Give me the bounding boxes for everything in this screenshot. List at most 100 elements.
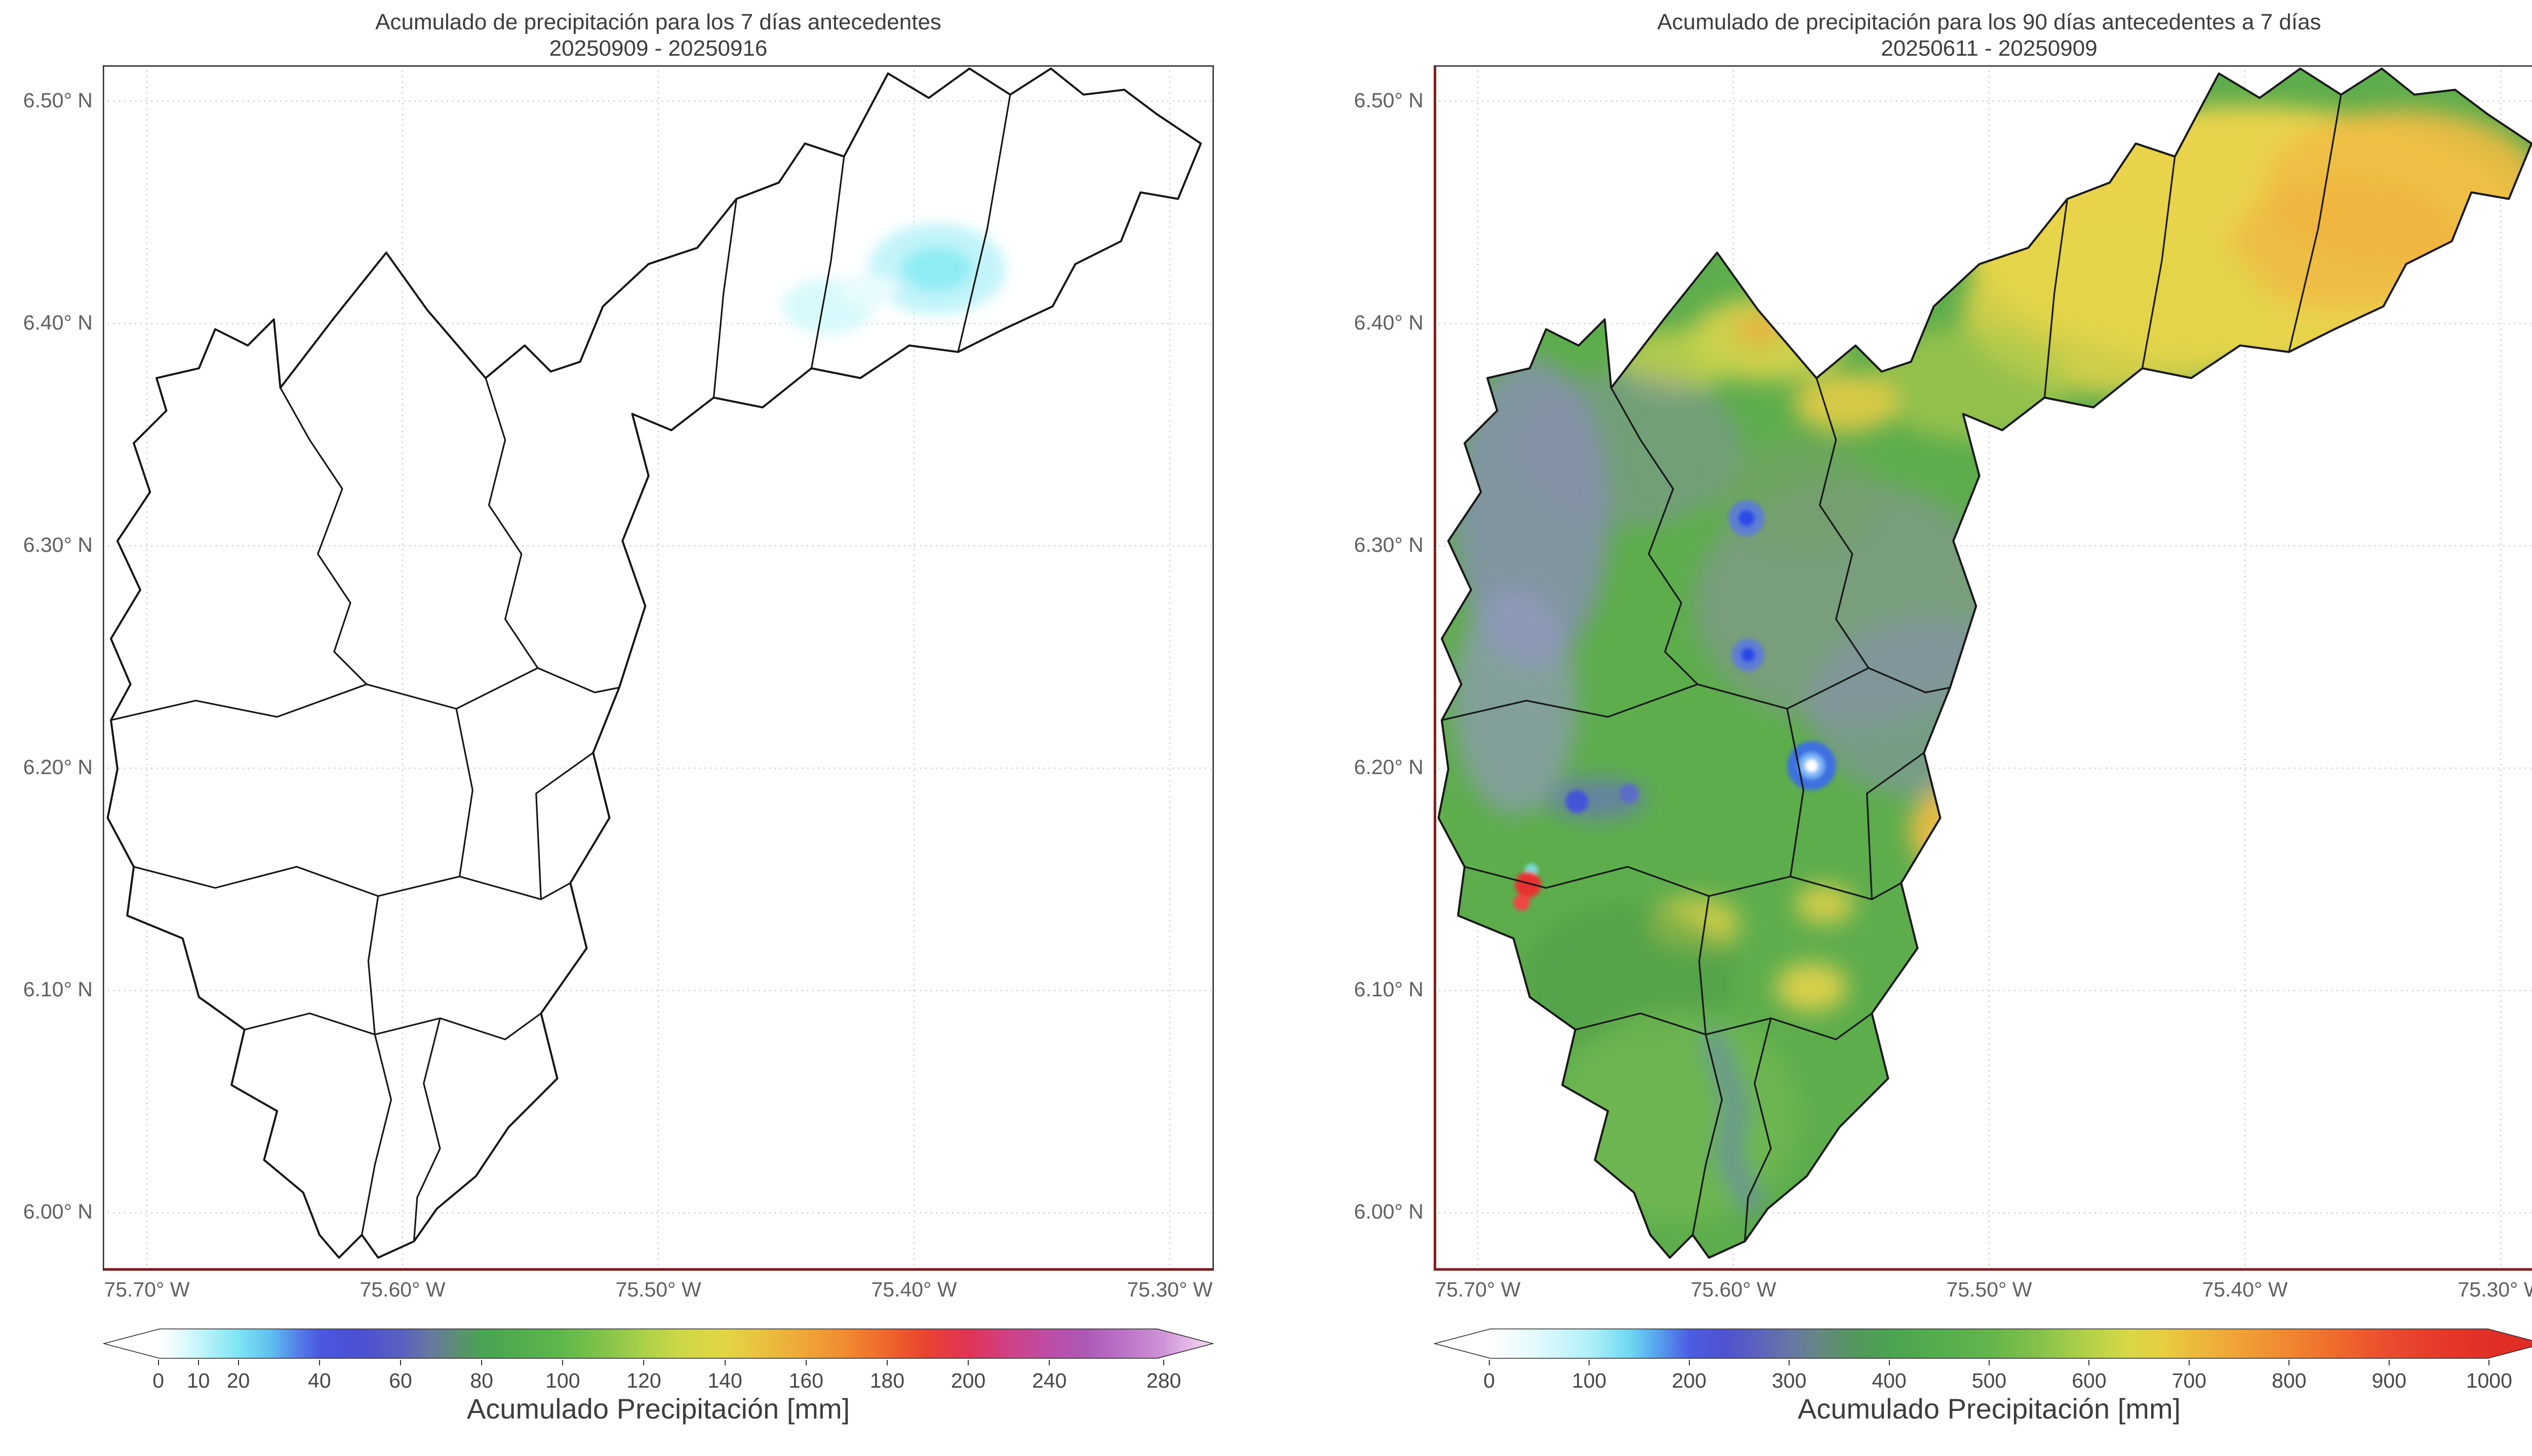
orange-patch-core — [1991, 826, 2089, 892]
light-rain-patch — [839, 273, 898, 307]
colorbar-tick — [1989, 1360, 1990, 1365]
map-panel-7-days — [103, 65, 1214, 1271]
y-tick-label: 6.10° N — [1354, 978, 1423, 1001]
colorbar-tick-label: 900 — [2371, 1369, 2407, 1392]
map-panel-90-days — [1434, 65, 2532, 1271]
colorbar-tick-label: 400 — [1872, 1369, 1907, 1392]
colorbar-bar — [1434, 1328, 2532, 1359]
x-tick-label: 75.30° W — [2458, 1278, 2532, 1301]
colorbar-tick-label: 300 — [1771, 1369, 1807, 1392]
y-tick-label: 6.50° N — [23, 89, 93, 112]
blue-anomaly-spot-core — [1805, 759, 1818, 773]
colorbar-bar — [103, 1328, 1214, 1359]
orange-patch — [1909, 769, 2099, 893]
colorbar-tick-label: 10 — [186, 1369, 210, 1392]
x-tick-label: 75.70° W — [104, 1278, 190, 1301]
colorbar-tick-label: 700 — [2171, 1369, 2207, 1392]
light-rain-patch-core — [901, 246, 973, 292]
colorbar-tick — [643, 1360, 645, 1365]
axis-spines-maroon — [1434, 65, 2532, 1271]
x-tick-label: 75.40° W — [2202, 1278, 2288, 1301]
colorbar-tick — [197, 1360, 199, 1365]
colorbar-tick-label: 600 — [2072, 1369, 2107, 1392]
colorbar-tick-label: 280 — [1146, 1369, 1181, 1392]
axis-spines — [103, 65, 1214, 1271]
municipal-outer-boundary — [1437, 67, 2532, 1259]
colorbar-tick-label: 240 — [1032, 1369, 1067, 1392]
colorbar-tick-label: 200 — [951, 1369, 986, 1392]
colorbar-tick-label: 800 — [2272, 1369, 2307, 1392]
colorbar-tick — [805, 1360, 807, 1365]
colorbar-tick — [2088, 1360, 2090, 1365]
colorbar-tick-label: 140 — [707, 1369, 742, 1392]
colorbar-tick — [238, 1360, 239, 1365]
colorbar-tick — [2188, 1360, 2190, 1365]
grid-layer — [103, 65, 1214, 1271]
colorbar-tick — [968, 1360, 969, 1365]
colorbar-tick-label: 20 — [226, 1369, 250, 1392]
colorbar-tick — [157, 1360, 159, 1365]
raster-spots — [1513, 500, 1836, 911]
x-tick-label: 75.70° W — [1435, 1278, 1521, 1301]
raster-blob — [1775, 962, 1848, 1012]
x-tick-label: 75.30° W — [1127, 1278, 1213, 1301]
colorbar-tick-label: 200 — [1672, 1369, 1707, 1392]
precip-raster-90d — [1438, 68, 2532, 1258]
colorbar-tick — [1163, 1360, 1165, 1365]
axis-spines — [1434, 65, 2532, 67]
blue-anomaly-spot — [1565, 790, 1589, 813]
colorbar-tick — [1789, 1360, 1790, 1365]
y-tick-label: 6.40° N — [1354, 311, 1423, 334]
municipal-outer-boundary — [106, 67, 1202, 1259]
y-tick-label: 6.20° N — [23, 755, 93, 779]
raster-blob — [1793, 373, 1898, 432]
colorbar-tick — [319, 1360, 320, 1365]
colorbar-tick-label: 80 — [470, 1369, 493, 1392]
panel-title-block-90d: Acumulado de precipitación para los 90 d… — [1434, 9, 2532, 62]
y-tick-label: 6.30° N — [23, 533, 93, 556]
x-tick-label: 75.40° W — [871, 1278, 957, 1301]
colorbar-tick-label: 0 — [1483, 1369, 1495, 1392]
colorbar-tick-label: 120 — [626, 1369, 661, 1392]
colorbar-tick — [2488, 1360, 2490, 1365]
blue-streak — [1705, 1030, 1762, 1215]
colorbar-tick-label: 0 — [152, 1369, 165, 1392]
raster-blob — [1795, 884, 1854, 924]
raster-blob — [1808, 619, 2053, 798]
panel-subtitle: 20250611 - 20250909 — [1881, 36, 2098, 61]
panel-subtitle: 20250909 - 20250916 — [549, 36, 768, 61]
colorbar-tick — [2388, 1360, 2390, 1365]
colorbar-90-days — [1434, 1328, 2532, 1359]
colorbar-tick-label: 60 — [389, 1369, 412, 1392]
colorbar-label: Acumulado Precipitación [mm] — [1797, 1393, 2181, 1425]
colorbar-tick — [562, 1360, 564, 1365]
red-max-spot — [1515, 871, 1541, 898]
panel-title: Acumulado de precipitación para los 90 d… — [1657, 10, 2321, 34]
colorbar-tick — [481, 1360, 483, 1365]
y-tick-label: 6.30° N — [1354, 533, 1423, 556]
municipal-inner-boundaries — [1441, 94, 2342, 1242]
y-tick-label: 6.10° N — [23, 978, 93, 1001]
blue-anomaly-spot-core — [1740, 648, 1756, 663]
colorbar-tick — [886, 1360, 888, 1365]
raster-blob — [1718, 440, 1882, 554]
colorbar-tick — [724, 1360, 726, 1365]
colorbar-tick — [400, 1360, 401, 1365]
x-tick-label: 75.50° W — [1946, 1278, 2032, 1301]
raster-blob — [1515, 370, 1744, 527]
colorbar-tick-label: 100 — [545, 1369, 580, 1392]
x-tick-label: 75.60° W — [360, 1278, 446, 1301]
colorbar-tick — [1688, 1360, 1690, 1365]
panel-title: Acumulado de precipitación para los 7 dí… — [375, 10, 941, 34]
y-tick-label: 6.20° N — [1354, 755, 1423, 779]
colorbar-tick-label: 40 — [308, 1369, 331, 1392]
colorbar-tick-label: 500 — [1971, 1369, 2007, 1392]
blue-anomaly-spot — [1619, 783, 1639, 803]
blue-anomaly-spot-core — [1738, 510, 1755, 527]
colorbar-tick — [1049, 1360, 1050, 1365]
colorbar-tick — [2288, 1360, 2290, 1365]
red-max-spot — [1513, 894, 1530, 911]
colorbar-tick-label: 1000 — [2466, 1369, 2512, 1392]
y-tick-label: 6.00° N — [1354, 1200, 1423, 1223]
